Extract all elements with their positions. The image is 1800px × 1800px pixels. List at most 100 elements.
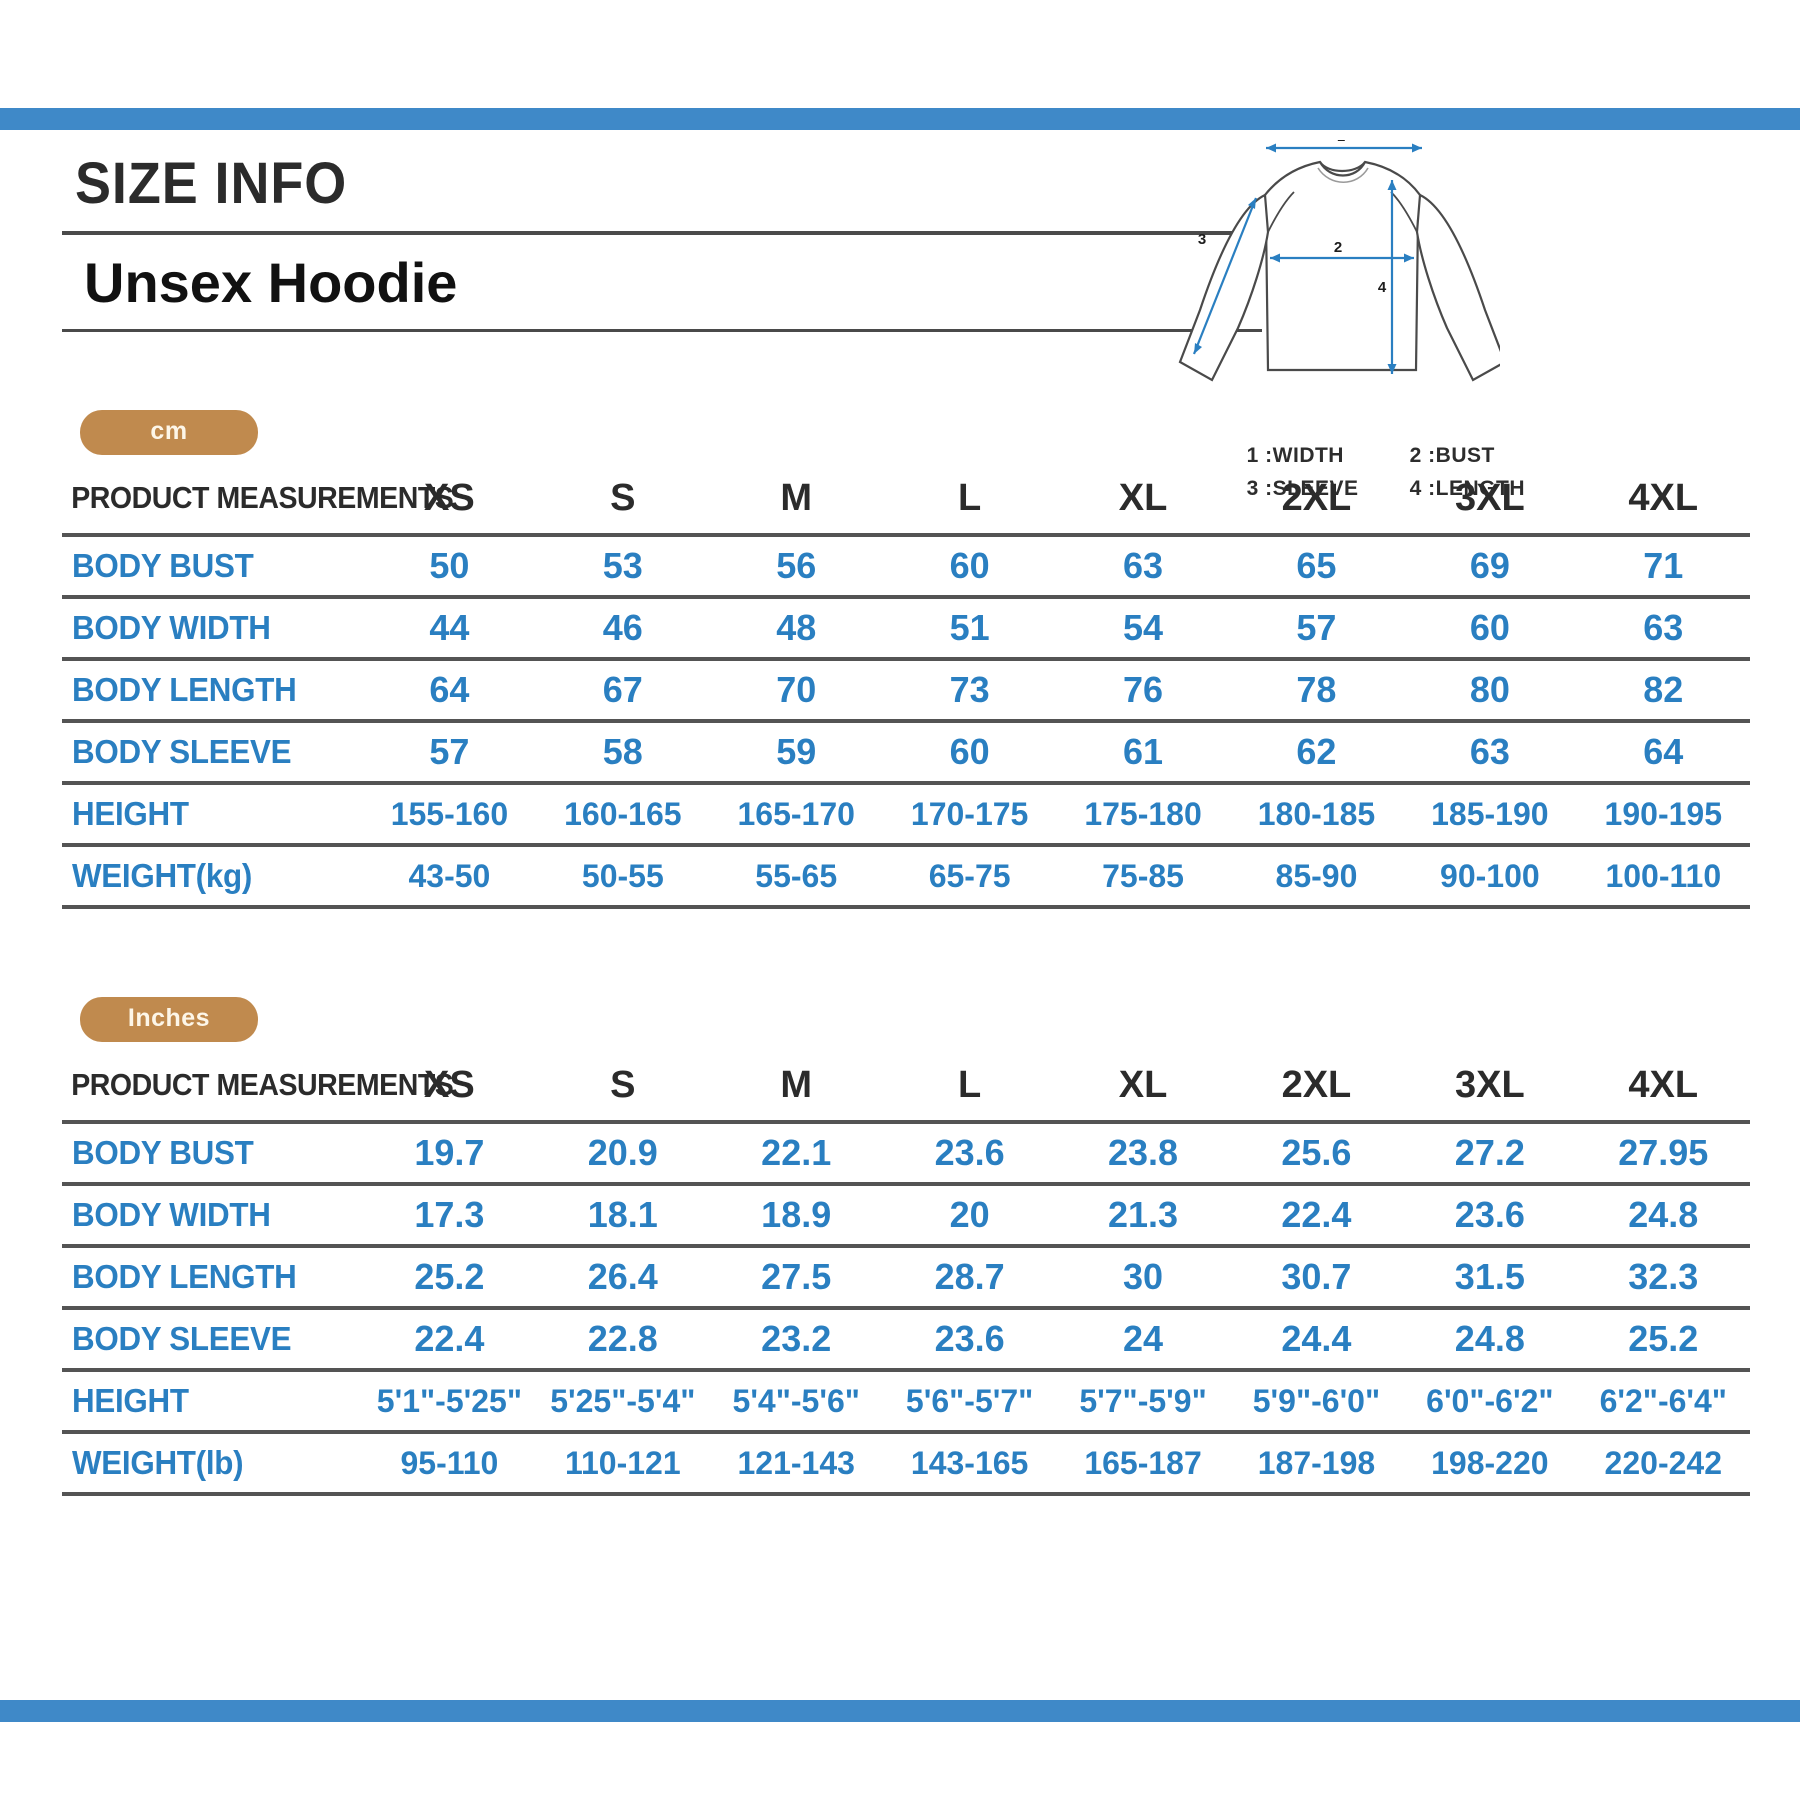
cm-body-bust-4xl: 71	[1576, 533, 1750, 600]
inches-header-size-2xl: 2XL	[1281, 1063, 1352, 1106]
inches-body-bust-s: 20.9	[536, 1120, 710, 1187]
cm-header-size-l: L	[958, 476, 982, 519]
inches-height-3xl: 6'0"-6'2"	[1403, 1370, 1577, 1435]
subtitle-divider	[62, 329, 1262, 333]
inches-body-length-s: 26.4	[536, 1246, 710, 1311]
hoodie-right-sleeve	[1415, 193, 1500, 382]
header-block: SIZE INFO Unsex Hoodie	[62, 130, 1297, 333]
cm-row-label-body-bust: BODY BUST	[62, 533, 363, 600]
inches-weight-3xl: 198-220	[1403, 1432, 1577, 1497]
legend-length: 4 :LENGTH	[1409, 476, 1525, 500]
inches-body-width-4xl: 24.8	[1576, 1184, 1750, 1249]
inches-body-width-xl: 21.3	[1056, 1184, 1230, 1249]
size-table-inches: PRODUCT MEASUREMENTS XS S M L XL 2XL 3XL…	[62, 1050, 1750, 1497]
inches-header-size-xl: XL	[1118, 1063, 1168, 1106]
inches-body-bust-4xl: 27.95	[1576, 1120, 1750, 1187]
legend-width: 1 :WIDTH	[1246, 444, 1344, 467]
cm-weight-m: 55-65	[709, 845, 883, 910]
cm-row-label-body-width: BODY WIDTH	[62, 597, 363, 662]
inches-height-xl: 5'7"-5'9"	[1056, 1370, 1230, 1435]
table-row: BODY LENGTH 25.2 26.4 27.5 28.7 30 30.7 …	[62, 1246, 1750, 1311]
hoodie-left-sleeve	[1178, 193, 1270, 382]
inches-body-sleeve-4xl: 25.2	[1576, 1308, 1750, 1373]
inches-header-measurements: PRODUCT MEASUREMENTS	[71, 1067, 454, 1103]
inches-height-4xl: 6'2"-6'4"	[1576, 1370, 1750, 1435]
table-row: BODY WIDTH 17.3 18.1 18.9 20 21.3 22.4 2…	[62, 1184, 1750, 1249]
cm-body-bust-xl: 63	[1056, 533, 1230, 600]
inches-body-bust-xs: 19.7	[362, 1120, 537, 1187]
measure-length-arrow-top	[1387, 180, 1397, 190]
inches-body-bust-2xl: 25.6	[1229, 1120, 1404, 1187]
inches-body-bust-xl: 23.8	[1056, 1120, 1230, 1187]
measure-width-arrow-right	[1412, 143, 1422, 153]
unit-badge-cm: cm	[80, 410, 258, 456]
inches-weight-m: 121-143	[709, 1432, 883, 1497]
cm-body-sleeve-l: 60	[882, 721, 1057, 786]
inches-header-size-4xl: 4XL	[1628, 1063, 1699, 1106]
cm-body-bust-xs: 50	[362, 533, 537, 600]
inches-row-label-body-length: BODY LENGTH	[62, 1246, 363, 1311]
cm-body-width-4xl: 63	[1576, 597, 1750, 662]
inches-header-size-l: L	[958, 1063, 982, 1106]
inches-body-length-xs: 25.2	[362, 1246, 537, 1311]
page-title: SIZE INFO	[75, 151, 348, 216]
inches-row-label-body-width: BODY WIDTH	[62, 1184, 363, 1249]
cm-height-s: 160-165	[536, 783, 710, 848]
legend-bust: 2 :BUST	[1409, 444, 1495, 467]
cm-header-size-s: S	[610, 476, 636, 519]
inches-header-size-s: S	[610, 1063, 636, 1106]
table-row: BODY WIDTH 44 46 48 51 54 57 60 63	[62, 597, 1750, 662]
table-row: HEIGHT 155-160 160-165 165-170 170-175 1…	[62, 783, 1750, 848]
cm-weight-3xl: 90-100	[1403, 845, 1577, 910]
cm-height-4xl: 190-195	[1576, 783, 1750, 848]
measure-length-arrow-bottom	[1387, 364, 1397, 374]
inches-body-width-s: 18.1	[536, 1184, 710, 1249]
cm-body-width-xs: 44	[362, 597, 537, 662]
cm-weight-4xl: 100-110	[1576, 845, 1750, 910]
diagram-legend: 1 :WIDTH 2 :BUST 3 :SLEEVE 4 :LENGTH	[1247, 440, 1525, 505]
measure-label-2: 2	[1334, 239, 1342, 256]
cm-body-sleeve-m: 59	[709, 721, 883, 786]
inches-weight-xs: 95-110	[362, 1432, 537, 1497]
cm-weight-xl: 75-85	[1056, 845, 1230, 910]
inches-header-size-3xl: 3XL	[1454, 1063, 1525, 1106]
inches-body-bust-3xl: 27.2	[1403, 1120, 1577, 1187]
cm-table-body: BODY BUST 50 53 56 60 63 65 69 71 BODY W…	[62, 533, 1750, 910]
inches-body-sleeve-l: 23.6	[882, 1308, 1057, 1373]
inches-body-sleeve-xl: 24	[1056, 1308, 1230, 1373]
inches-row-label-body-sleeve: BODY SLEEVE	[62, 1308, 363, 1373]
cm-body-width-3xl: 60	[1403, 597, 1577, 662]
inches-header-size-m: M	[780, 1063, 813, 1106]
unit-badge-inches: Inches	[80, 997, 258, 1043]
inches-height-m: 5'4"-5'6"	[709, 1370, 883, 1435]
inches-body-length-2xl: 30.7	[1229, 1246, 1404, 1311]
cm-body-sleeve-s: 58	[536, 721, 710, 786]
inches-header-row: PRODUCT MEASUREMENTS XS S M L XL 2XL 3XL…	[62, 1050, 1750, 1122]
inches-body-width-2xl: 22.4	[1229, 1184, 1404, 1249]
measure-sleeve-arrow-bottom	[1194, 343, 1202, 354]
hoodie-illustration-svg: 1 2 3 4	[1178, 140, 1500, 382]
inches-table-head: PRODUCT MEASUREMENTS XS S M L XL 2XL 3XL…	[62, 1050, 1750, 1122]
cm-body-length-l: 73	[882, 659, 1057, 724]
spacer-above-inches	[62, 919, 1738, 997]
cm-body-length-3xl: 80	[1403, 659, 1577, 724]
inches-body-length-m: 27.5	[709, 1246, 883, 1311]
bottom-accent-band	[0, 1700, 1800, 1722]
content-area: SIZE INFO Unsex Hoodie	[0, 130, 1800, 1506]
cm-body-bust-s: 53	[536, 533, 710, 600]
table-row: BODY BUST 50 53 56 60 63 65 69 71	[62, 533, 1750, 600]
cm-header-size-2xl: 2XL	[1281, 476, 1352, 519]
inches-row-label-body-bust: BODY BUST	[62, 1120, 363, 1187]
cm-body-bust-2xl: 65	[1229, 533, 1404, 600]
inches-weight-s: 110-121	[536, 1432, 710, 1497]
product-subtitle: Unsex Hoodie	[84, 250, 458, 314]
inches-body-length-4xl: 32.3	[1576, 1246, 1750, 1311]
hoodie-body-path	[1259, 160, 1425, 372]
cm-body-width-2xl: 57	[1229, 597, 1404, 662]
cm-body-length-m: 70	[709, 659, 883, 724]
measure-label-1: 1	[1337, 140, 1345, 145]
cm-height-m: 165-170	[709, 783, 883, 848]
cm-height-xs: 155-160	[362, 783, 537, 848]
inches-body-bust-m: 22.1	[709, 1120, 883, 1187]
inches-body-sleeve-2xl: 24.4	[1229, 1308, 1404, 1373]
